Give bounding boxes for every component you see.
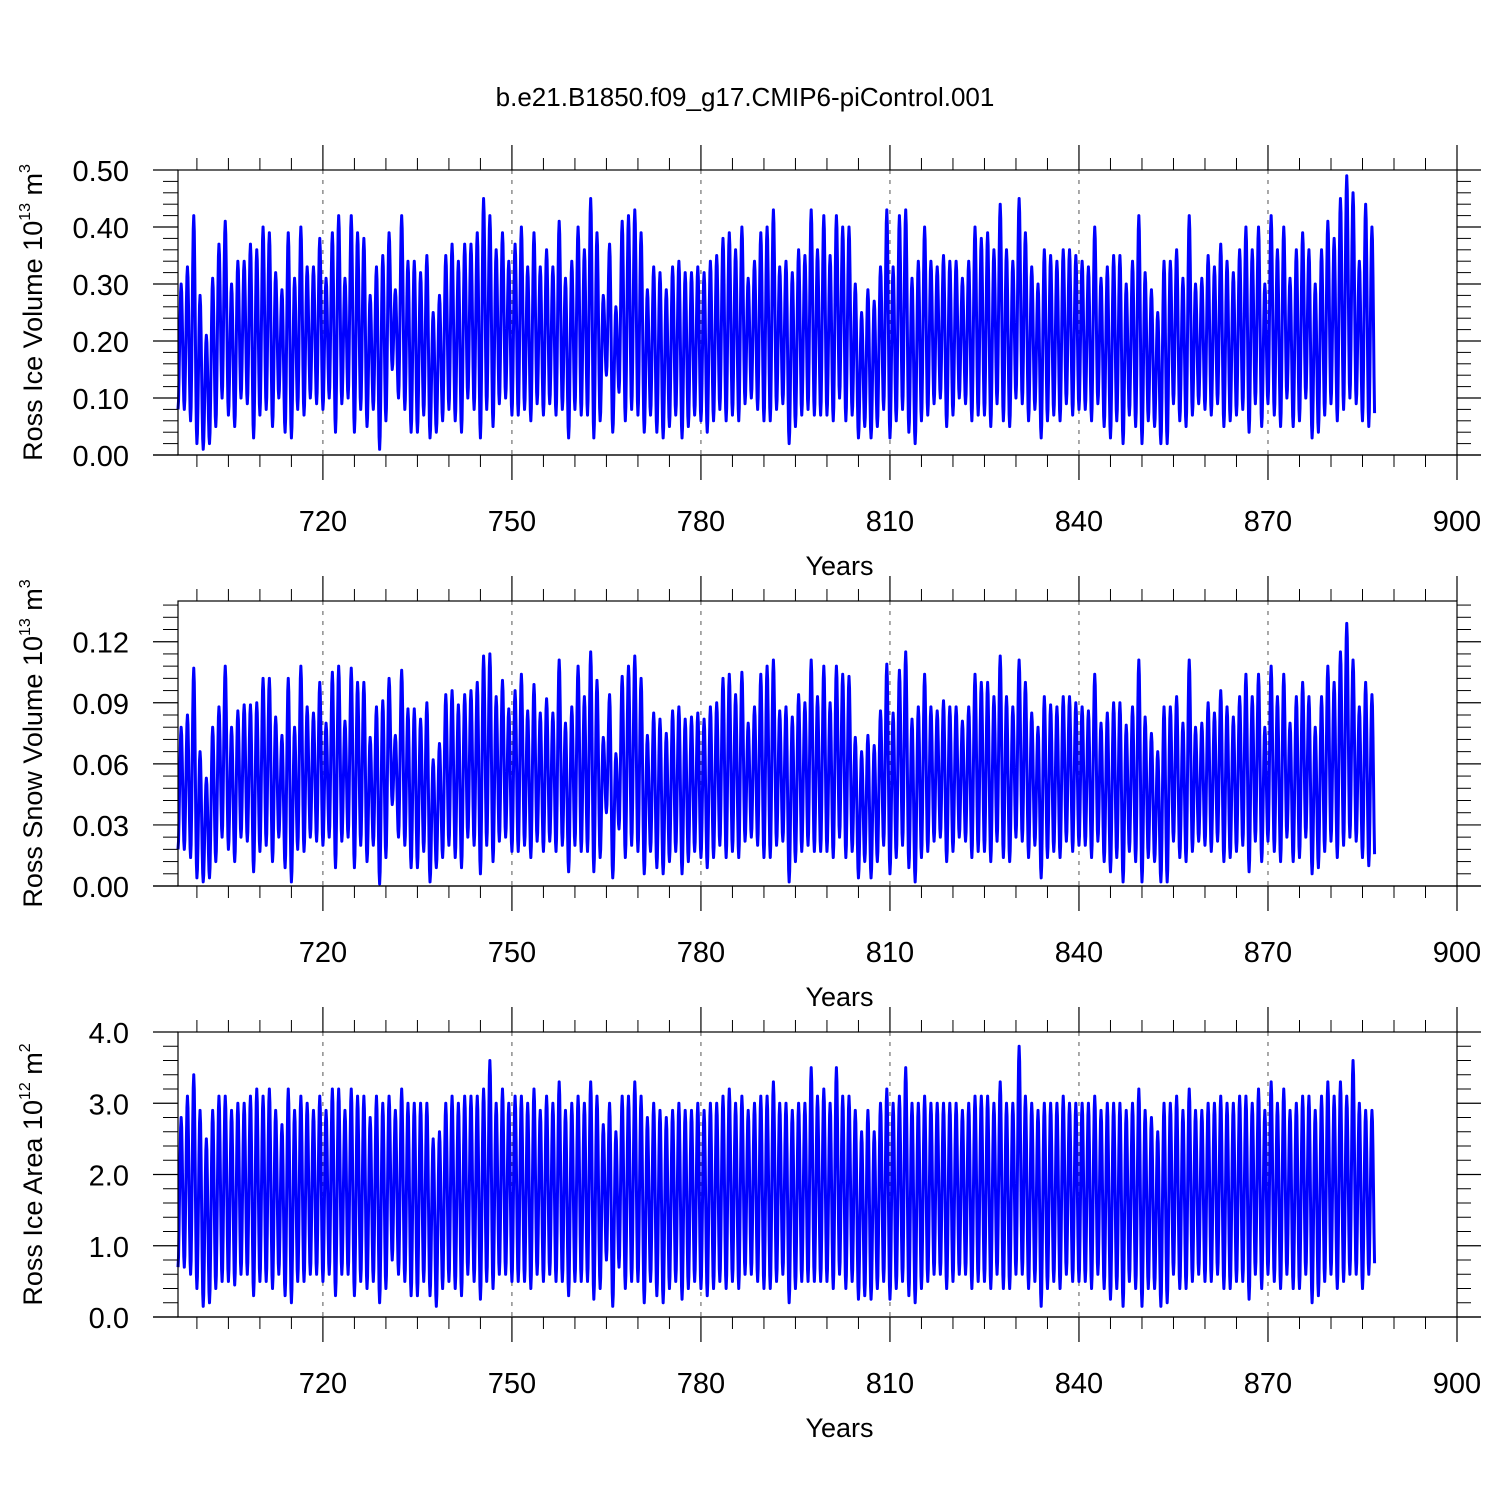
x-axis-title: Years	[805, 551, 873, 581]
y-tick-label: 3.0	[89, 1089, 129, 1121]
x-tick-label: 750	[488, 1368, 536, 1400]
x-tick-label: 780	[677, 1368, 725, 1400]
y-tick-label: 0.09	[73, 689, 129, 721]
x-tick-label: 840	[1055, 506, 1103, 538]
panel-3: 0.0 1.0 2.0 3.0 4.0 720 750 780 810 840 870 900 Year…	[17, 1007, 1481, 1443]
x-tick-label: 900	[1433, 937, 1481, 969]
y-tick-label: 0.00	[73, 872, 129, 904]
x-tick-label: 750	[488, 937, 536, 969]
y-tick-label: 0.06	[73, 750, 129, 782]
x-tick-label: 870	[1244, 1368, 1292, 1400]
x-axis-title: Years	[805, 1413, 873, 1443]
y-tick-label: 0.20	[73, 327, 129, 359]
series-line	[176, 621, 1377, 886]
figure-title: b.e21.B1850.f09_g17.CMIP6-piControl.001	[496, 82, 995, 112]
series-line	[176, 174, 1377, 451]
x-tick-label: 720	[299, 506, 347, 538]
panel-1: 0.00 0.10 0.20 0.30 0.40 0.50 720 750 780 810 840 8…	[17, 145, 1481, 581]
y-tick-label: 0.0	[89, 1303, 129, 1335]
y-axis-title: Ross Snow Volume 1013 m3	[17, 579, 48, 907]
x-tick-label: 810	[866, 506, 914, 538]
panels: 0.00 0.10 0.20 0.30 0.40 0.50 720 750 780 810 840 8…	[17, 145, 1481, 1443]
x-tick-label: 720	[299, 1368, 347, 1400]
panel-2: 0.00 0.03 0.06 0.09 0.12 720 750 780 810 840 870 90…	[17, 576, 1481, 1012]
y-tick-label: 2.0	[89, 1161, 129, 1193]
x-tick-label: 780	[677, 937, 725, 969]
x-tick-label: 870	[1244, 506, 1292, 538]
y-tick-label: 4.0	[89, 1018, 129, 1050]
x-tick-label: 900	[1433, 1368, 1481, 1400]
x-tick-label: 840	[1055, 937, 1103, 969]
x-axis-title: Years	[805, 982, 873, 1012]
x-tick-label: 840	[1055, 1368, 1103, 1400]
x-tick-label: 870	[1244, 937, 1292, 969]
y-tick-label: 0.12	[73, 628, 129, 660]
x-tick-label: 900	[1433, 506, 1481, 538]
y-tick-label: 1.0	[89, 1232, 129, 1264]
y-tick-label: 0.00	[73, 441, 129, 473]
x-tick-label: 810	[866, 937, 914, 969]
series-line	[176, 1044, 1377, 1308]
x-tick-label: 810	[866, 1368, 914, 1400]
y-tick-label: 0.10	[73, 384, 129, 416]
x-tick-label: 720	[299, 937, 347, 969]
y-tick-label: 0.30	[73, 270, 129, 302]
y-tick-label: 0.03	[73, 811, 129, 843]
x-tick-label: 750	[488, 506, 536, 538]
y-tick-label: 0.40	[73, 213, 129, 245]
y-axis-title: Ross Ice Volume 1013 m3	[17, 164, 48, 461]
y-tick-label: 0.50	[73, 156, 129, 188]
y-axis-title: Ross Ice Area 1012 m2	[17, 1043, 48, 1305]
x-tick-label: 780	[677, 506, 725, 538]
